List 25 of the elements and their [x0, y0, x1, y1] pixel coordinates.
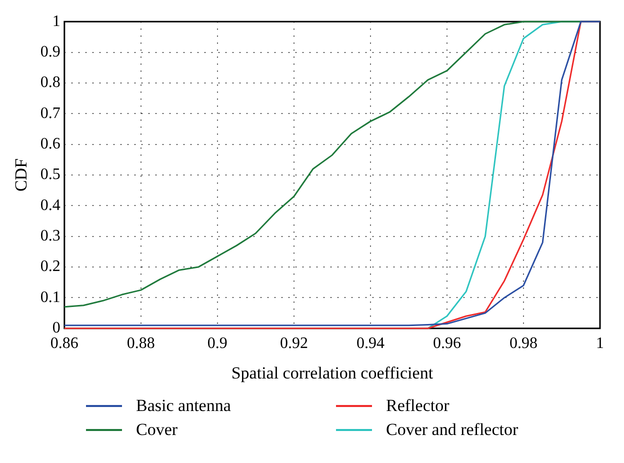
y-tick-label: 0.2: [40, 258, 60, 276]
y-tick-label: 0.5: [40, 166, 60, 184]
y-tick-label: 0.3: [40, 228, 60, 245]
x-tick-label: 0.9: [207, 335, 228, 352]
y-tick-label: 0: [52, 320, 60, 337]
y-tick-label: 0.7: [40, 104, 60, 122]
y-tick-label: 1: [52, 12, 60, 30]
x-tick-label: 0.94: [356, 335, 384, 352]
y-tick-label: 0.8: [40, 74, 60, 92]
x-tick-label: 0.96: [432, 335, 461, 352]
x-axis-title: Spatial correlation coefficient: [231, 363, 434, 382]
x-tick-label: 0.88: [126, 335, 155, 352]
y-tick-label: 0.6: [40, 136, 60, 153]
y-tick-label: 0.9: [40, 43, 60, 60]
legend-label: Cover and reflector: [386, 420, 518, 440]
x-tick-label: 0.98: [509, 335, 538, 352]
legend-label: Cover: [136, 420, 178, 440]
y-tick-label: 0.4: [40, 196, 60, 214]
x-tick-label: 1: [596, 335, 604, 352]
legend-label: Basic antenna: [136, 396, 231, 416]
y-tick-label: 0.1: [40, 288, 60, 306]
x-tick-label: 0.86: [50, 335, 78, 352]
y-axis-title: CDF: [12, 158, 31, 192]
legend-label: Reflector: [386, 396, 450, 416]
x-tick-label: 0.92: [280, 335, 308, 352]
